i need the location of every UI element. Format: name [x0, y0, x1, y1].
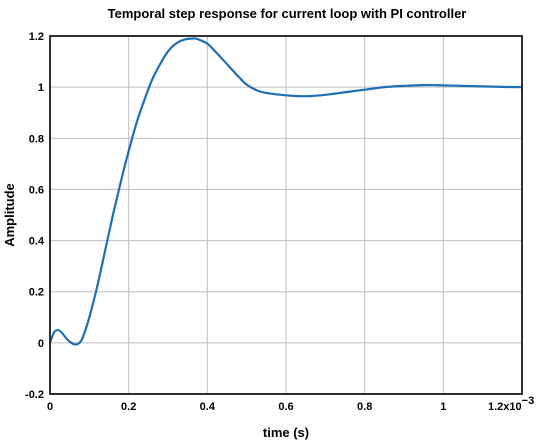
y-tick-label: 1.2 — [29, 31, 44, 43]
y-tick-label: 0 — [38, 338, 44, 350]
x-axis-label: time (s) — [263, 425, 309, 440]
x-axis-multiplier-exponent: −3 — [522, 395, 535, 407]
x-axis-multiplier-base: 1.2x10 — [488, 401, 522, 413]
y-tick-label: 0.4 — [29, 236, 45, 248]
x-tick-label: 1 — [440, 401, 446, 413]
y-tick-label: 0.2 — [29, 287, 44, 299]
step-response-line — [48, 37, 523, 346]
x-tick-labels: 0 0.2 0.4 0.6 0.8 1 — [47, 401, 446, 413]
y-tick-label: 0.8 — [29, 133, 44, 145]
y-tick-labels: -0.2 0 0.2 0.4 0.6 0.8 1 1.2 — [25, 31, 45, 401]
plot-frame — [49, 35, 523, 395]
x-tick-label: 0 — [47, 401, 53, 413]
plot-area — [48, 37, 523, 346]
grid-lines — [49, 35, 523, 395]
y-axis-label: Amplitude — [2, 183, 17, 247]
x-tick-label: 0.6 — [278, 401, 293, 413]
x-tick-label: 0.8 — [357, 401, 372, 413]
x-tick-label: 0.2 — [121, 401, 136, 413]
y-tick-label: 1 — [38, 82, 44, 94]
x-axis-multiplier: 1.2x10−3 — [488, 395, 534, 413]
chart-title: Temporal step response for current loop … — [108, 6, 467, 21]
y-tick-label: -0.2 — [25, 389, 44, 401]
y-tick-label: 0.6 — [29, 184, 44, 196]
x-tick-label: 0.4 — [200, 401, 216, 413]
